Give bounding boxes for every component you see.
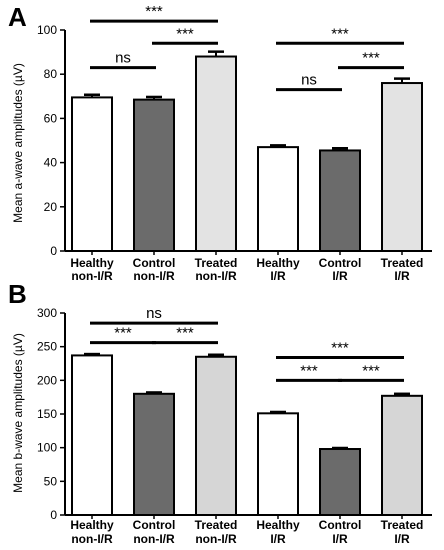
- y-tick-label: 50: [44, 474, 58, 488]
- category-label-line1: Treated: [195, 256, 238, 270]
- category-label-line1: Healthy: [70, 256, 114, 270]
- category-label-line2: non-I/R: [195, 532, 237, 546]
- significance-label: ***: [114, 325, 132, 342]
- significance-label: ***: [331, 25, 349, 42]
- significance-label: ***: [362, 50, 380, 67]
- category-label-line2: I/R: [270, 269, 286, 283]
- category-label-line1: Treated: [195, 518, 238, 532]
- category-label-line2: I/R: [394, 269, 410, 283]
- bar: [257, 412, 299, 516]
- category-label-line2: I/R: [332, 532, 348, 546]
- y-tick-label: 200: [37, 373, 57, 387]
- bar: [319, 149, 361, 253]
- category-label-line1: Healthy: [256, 256, 300, 270]
- bar: [195, 55, 237, 252]
- category-label-line2: non-I/R: [133, 269, 175, 283]
- category-label-line1: Healthy: [256, 518, 300, 532]
- category-label-line1: Control: [133, 256, 176, 270]
- significance-label: ***: [331, 339, 349, 356]
- y-axis-title-a: Mean a-wave amplitudes (µV): [11, 63, 25, 223]
- y-axis-title-b: Mean b-wave amplitudes (µV): [11, 333, 25, 493]
- y-tick-label: 300: [37, 306, 57, 320]
- category-label-line1: Control: [133, 518, 176, 532]
- category-label-line2: I/R: [394, 532, 410, 546]
- significance-label: ***: [176, 325, 194, 342]
- panel-letter-b: B: [8, 279, 27, 309]
- significance-label: ***: [145, 3, 163, 20]
- significance-label: ns: [115, 50, 131, 67]
- y-tick-label: 100: [37, 441, 57, 455]
- bar: [319, 448, 361, 516]
- bar: [133, 98, 175, 252]
- category-label-line2: I/R: [270, 532, 286, 546]
- bar: [381, 82, 423, 253]
- significance-label: ns: [301, 72, 317, 89]
- category-label-line1: Treated: [381, 256, 424, 270]
- significance-label: ***: [300, 362, 318, 379]
- category-label-line2: non-I/R: [133, 532, 175, 546]
- category-label-line1: Control: [319, 256, 362, 270]
- significance-label: ***: [362, 362, 380, 379]
- category-label-line1: Control: [319, 518, 362, 532]
- significance-label: ns: [146, 305, 162, 322]
- y-tick-label: 150: [37, 407, 57, 421]
- category-label-line1: Healthy: [70, 518, 114, 532]
- significance-label: ***: [176, 25, 194, 42]
- category-label-line2: non-I/R: [71, 269, 113, 283]
- y-tick-label: 80: [44, 67, 58, 81]
- y-tick-label: 250: [37, 340, 57, 354]
- bar: [71, 354, 113, 517]
- bar: [195, 355, 237, 516]
- bar: [133, 392, 175, 516]
- y-tick-label: 100: [37, 23, 57, 37]
- y-tick-label: 20: [44, 200, 58, 214]
- y-tick-label: 40: [44, 156, 58, 170]
- y-tick-label: 0: [50, 244, 57, 258]
- category-label-line1: Treated: [381, 518, 424, 532]
- y-tick-label: 60: [44, 111, 58, 125]
- bar: [71, 96, 113, 252]
- panel-letter-a: A: [8, 2, 27, 32]
- bar: [381, 394, 423, 517]
- panel-b-wave: B Mean b-wave amplitudes (µV) 0 50 100 150 2…: [8, 279, 432, 546]
- y-tick-label: 0: [50, 508, 57, 522]
- category-label-line2: non-I/R: [71, 532, 113, 546]
- category-label-line2: non-I/R: [195, 269, 237, 283]
- panel-a-wave: A Mean a-wave amplitudes (µV) 0 20 40 60 80 1…: [8, 2, 432, 283]
- category-label-line2: I/R: [332, 269, 348, 283]
- bar: [257, 146, 299, 253]
